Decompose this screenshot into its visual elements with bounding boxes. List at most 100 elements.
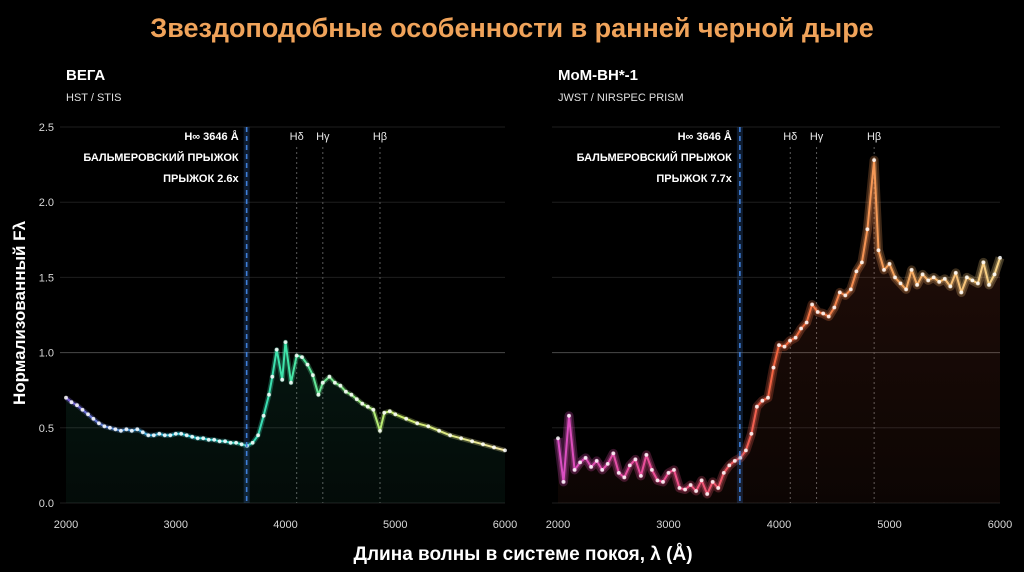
data-point-vega-30 [228,440,233,445]
data-point-mom-bh-80 [998,255,1002,260]
balmer-limit-band-mom-bh [736,127,743,503]
data-point-mom-bh-53 [848,287,853,292]
data-point-mom-bh-52 [843,293,848,298]
data-point-mom-bh-19 [661,480,665,484]
data-point-mom-bh-20 [666,471,671,475]
data-point-vega-48 [320,380,325,385]
y-tick-label-4: 2.0 [39,197,54,209]
panel-subtitle-vega: HST / STIS [66,92,121,104]
data-point-vega-54 [354,397,359,402]
x-tick-label-vega-0: 2000 [54,519,78,531]
data-point-mom-bh-8 [600,468,605,472]
data-point-mom-bh-77 [981,260,986,265]
data-point-vega-5 [91,416,96,421]
data-point-vega-7 [102,424,107,429]
data-point-vega-51 [338,383,343,388]
data-point-mom-bh-64 [909,268,914,272]
data-point-mom-bh-57 [872,158,876,163]
spectral-line-label-mom-bh-0: Hδ [783,131,797,143]
data-point-mom-bh-73 [959,290,964,295]
data-point-mom-bh-67 [926,278,931,283]
data-point-vega-64 [426,424,431,429]
y-axis-label: Нормализованный Fλ [10,220,29,405]
x-tick-label-vega-1: 3000 [164,519,188,531]
data-point-vega-69 [481,442,485,447]
spectral-line-label-mom-bh-2: Hβ [867,131,881,143]
data-point-vega-34 [250,440,255,445]
data-point-vega-39 [274,347,279,352]
balmer-limit-label-vega: H∞ 3646 Å [184,130,238,143]
data-point-vega-20 [173,431,178,436]
data-point-mom-bh-54 [854,269,859,274]
data-point-vega-17 [157,431,162,436]
data-point-vega-62 [404,416,409,421]
data-point-vega-31 [234,440,239,445]
data-point-mom-bh-47 [815,310,820,314]
x-tick-label-vega-2: 4000 [273,519,297,531]
data-point-mom-bh-22 [677,486,682,490]
data-point-mom-bh-18 [655,478,660,483]
data-point-vega-43 [294,353,299,358]
data-point-mom-bh-66 [920,272,925,277]
data-point-mom-bh-50 [832,305,837,310]
spectrum-area-vega [66,342,505,503]
data-point-mom-bh-6 [589,465,593,469]
data-point-mom-bh-75 [970,278,975,283]
data-point-vega-10 [119,428,123,433]
data-point-mom-bh-30 [721,471,726,475]
data-point-vega-67 [459,436,463,441]
data-point-mom-bh-5 [583,456,588,460]
data-point-mom-bh-45 [804,320,809,325]
data-point-mom-bh-37 [760,398,765,403]
data-point-mom-bh-42 [788,338,792,343]
data-point-mom-bh-46 [810,302,814,307]
data-point-vega-12 [129,428,134,433]
panel-title-mom-bh: MoM-BH*-1 [558,67,638,84]
data-point-mom-bh-34 [744,448,748,453]
data-point-mom-bh-24 [688,483,693,487]
panel-title-vega: ВЕГА [66,67,105,84]
data-point-mom-bh-69 [937,280,942,284]
spectral-line-label-mom-bh-1: Hγ [810,131,824,143]
data-point-vega-21 [179,431,184,436]
data-point-mom-bh-9 [605,462,610,466]
data-point-vega-53 [349,392,354,397]
x-tick-label-mom-bh-2: 4000 [767,519,791,531]
data-point-mom-bh-0 [556,436,560,441]
y-tick-label-2: 1.0 [39,348,54,360]
data-point-mom-bh-70 [942,277,947,281]
data-point-mom-bh-65 [915,283,919,287]
data-point-vega-58 [378,428,382,433]
data-point-vega-66 [448,433,452,438]
chart-panel-mom-bh: 2000 3000 4000 5000 6000 Hδ Hγ Hβ H∞ 3646 Å БАЛЬМ… [546,67,1012,531]
data-point-vega-61 [393,412,398,417]
data-point-vega-13 [135,427,140,432]
data-point-vega-46 [311,373,315,378]
y-tick-label-0: 0.0 [39,498,54,510]
data-point-mom-bh-44 [799,326,803,331]
data-point-mom-bh-59 [882,268,886,272]
y-tick-label-1: 0.5 [39,423,54,435]
data-point-mom-bh-31 [727,463,732,468]
spectral-line-label-vega-2: Hβ [373,131,387,143]
data-point-mom-bh-36 [755,404,759,409]
data-point-vega-70 [492,445,496,450]
data-point-mom-bh-71 [948,284,953,289]
data-point-vega-9 [113,427,118,432]
data-point-vega-52 [344,389,348,394]
data-point-vega-41 [283,340,288,344]
data-point-mom-bh-40 [777,343,781,347]
x-axis-label: Длина волны в системе покоя, λ (Å) [353,544,692,565]
data-point-vega-27 [212,437,217,442]
data-point-mom-bh-3 [572,468,577,472]
x-tick-label-vega-4: 6000 [493,519,517,531]
data-point-mom-bh-2 [567,413,571,418]
data-point-mom-bh-21 [672,468,676,472]
data-point-mom-bh-12 [622,475,627,480]
data-point-mom-bh-39 [771,365,776,370]
balmer-limit-band-vega [243,127,250,503]
data-point-mom-bh-27 [705,492,710,496]
data-point-mom-bh-35 [749,431,754,436]
x-tick-label-vega-3: 5000 [383,519,407,531]
